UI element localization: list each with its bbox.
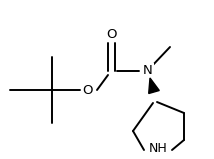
- Text: N: N: [143, 65, 153, 77]
- Text: O: O: [107, 28, 117, 41]
- Text: O: O: [83, 83, 93, 97]
- Text: NH: NH: [149, 142, 167, 155]
- Polygon shape: [149, 78, 159, 93]
